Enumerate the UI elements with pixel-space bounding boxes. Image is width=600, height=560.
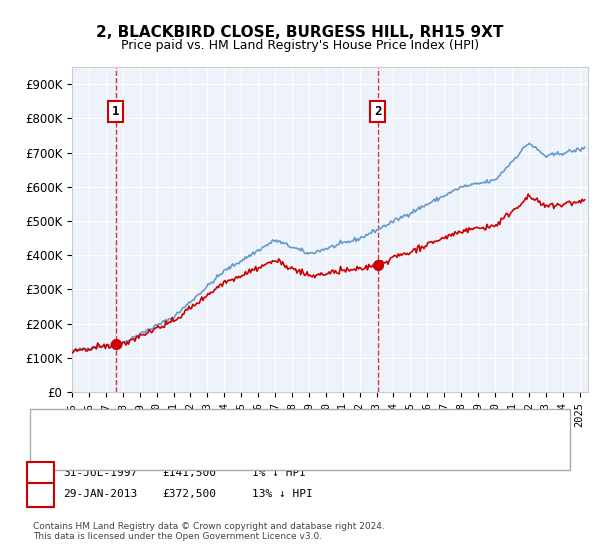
Text: 29-JAN-2013: 29-JAN-2013 xyxy=(63,489,137,500)
Text: 1: 1 xyxy=(112,105,119,118)
Text: £141,500: £141,500 xyxy=(162,468,216,478)
Point xyxy=(111,339,121,348)
Text: 13% ↓ HPI: 13% ↓ HPI xyxy=(252,489,313,500)
Text: Price paid vs. HM Land Registry's House Price Index (HPI): Price paid vs. HM Land Registry's House … xyxy=(121,39,479,52)
Text: 2, BLACKBIRD CLOSE, BURGESS HILL, RH15 9XT: 2, BLACKBIRD CLOSE, BURGESS HILL, RH15 9… xyxy=(97,25,503,40)
Text: 2, BLACKBIRD CLOSE, BURGESS HILL, RH15 9XT (detached house): 2, BLACKBIRD CLOSE, BURGESS HILL, RH15 9… xyxy=(87,424,431,435)
Text: 1: 1 xyxy=(37,468,44,478)
Text: 1% ↓ HPI: 1% ↓ HPI xyxy=(252,468,306,478)
Text: 2: 2 xyxy=(374,105,382,118)
Text: 31-JUL-1997: 31-JUL-1997 xyxy=(63,468,137,478)
Text: 2: 2 xyxy=(37,489,44,500)
Text: HPI: Average price, detached house, Mid Sussex: HPI: Average price, detached house, Mid … xyxy=(87,446,338,456)
Point xyxy=(373,260,383,269)
Text: £372,500: £372,500 xyxy=(162,489,216,500)
Text: Contains HM Land Registry data © Crown copyright and database right 2024.
This d: Contains HM Land Registry data © Crown c… xyxy=(33,522,385,542)
